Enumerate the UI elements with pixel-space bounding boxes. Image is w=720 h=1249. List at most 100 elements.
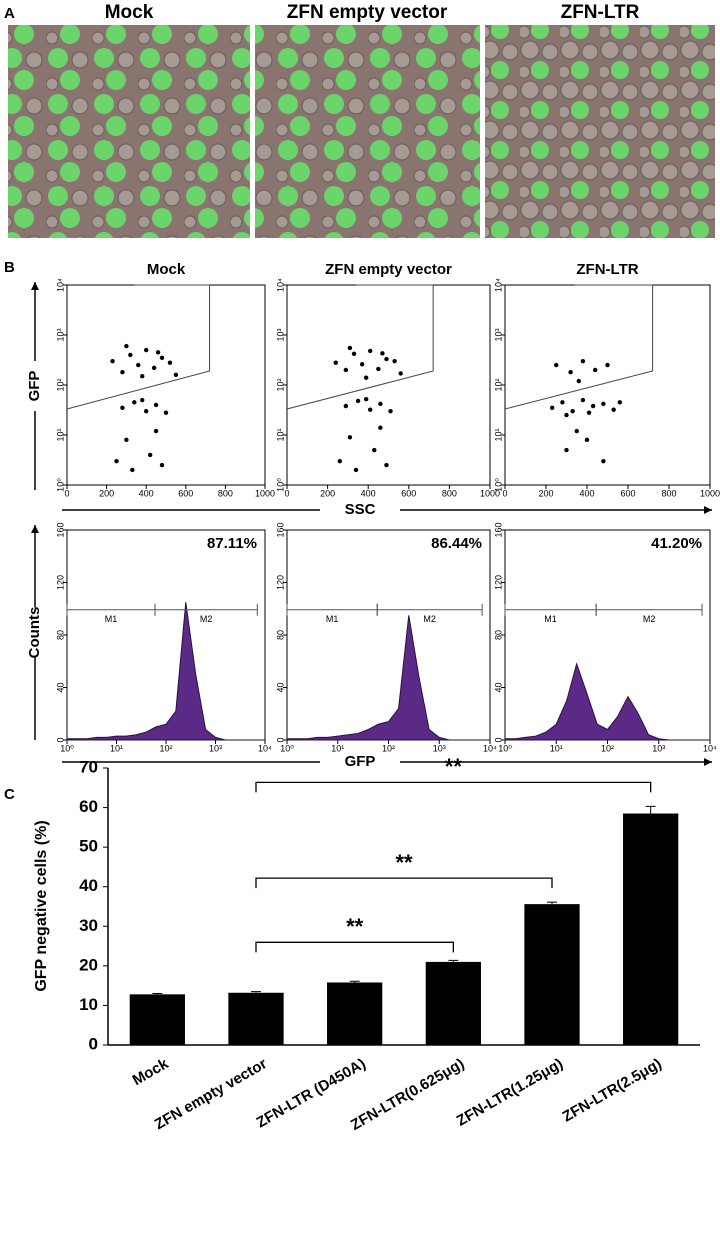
chart-title: ZFN empty vector [325, 261, 452, 278]
significance-bracket [255, 877, 553, 889]
dot [617, 400, 622, 405]
micrograph [8, 25, 250, 238]
significance-label: ** [445, 754, 463, 779]
dot [130, 467, 135, 473]
dot [124, 437, 129, 443]
dot [144, 347, 149, 353]
arrow-head [31, 525, 39, 533]
dot [376, 366, 381, 372]
y-tick-label: 10⁰ [55, 478, 65, 492]
x-tick-label: 10⁰ [280, 743, 294, 753]
error-bar [547, 901, 557, 905]
dot [554, 362, 559, 368]
y-tick-label: 10¹ [493, 428, 503, 441]
dot [128, 352, 133, 358]
marker-gate [376, 603, 483, 616]
x-tick-label: 800 [218, 488, 233, 498]
y-tick-label: 50 [79, 837, 98, 856]
dot [353, 467, 359, 473]
x-tick-label: 10¹ [110, 743, 123, 753]
x-tick-label: 1000 [480, 488, 500, 498]
dot [576, 378, 581, 384]
plot-frame [504, 284, 711, 486]
y-tick-label: 0 [55, 737, 65, 742]
x-tick-label: 200 [99, 488, 114, 498]
bar [228, 992, 284, 1045]
axis-label: GFP [26, 371, 43, 402]
dot [114, 458, 119, 464]
dot [593, 367, 598, 373]
dot [384, 356, 389, 362]
gate [504, 284, 654, 410]
x-tick-label: 10² [159, 743, 172, 753]
arrow-head [31, 282, 39, 290]
y-tick-label: 120 [55, 575, 65, 590]
axis-label: GFP [345, 753, 376, 770]
marker-label: M1 [544, 614, 557, 624]
arrow-head [704, 758, 712, 766]
y-tick-label: 10¹ [275, 428, 285, 441]
panel-label: A [4, 5, 15, 22]
error-bar [448, 959, 459, 962]
dot [388, 408, 393, 414]
dot [333, 360, 338, 365]
y-tick-label: 10⁰ [275, 478, 285, 492]
dot [580, 358, 586, 364]
y-tick-label: 10⁴ [493, 278, 503, 292]
x-tick-label: 600 [401, 488, 416, 498]
image-title: ZFN-LTR [561, 2, 640, 23]
y-tick-label: 40 [55, 682, 65, 692]
bar [129, 994, 185, 1045]
dot [564, 447, 569, 453]
x-tick-label: Mock [130, 1055, 172, 1089]
x-tick-label: 10¹ [331, 743, 344, 753]
marker-label: M2 [423, 614, 436, 624]
error-bar [251, 991, 261, 993]
image-title: ZFN empty vector [287, 2, 448, 23]
x-tick-label: 1000 [255, 488, 275, 498]
dot [343, 403, 349, 409]
y-tick-label: 10² [275, 378, 285, 391]
dot [163, 410, 169, 415]
dot [392, 358, 397, 364]
dot [372, 447, 377, 453]
dot [580, 397, 586, 403]
significance-bracket [255, 941, 454, 953]
chart-title: Mock [147, 261, 186, 278]
marker-label: M2 [643, 614, 656, 624]
y-tick-label: 10² [55, 378, 65, 391]
marker-label: M1 [105, 614, 118, 624]
dot [378, 401, 383, 407]
dot [124, 343, 129, 349]
dot [347, 345, 353, 351]
y-axis-label: GFP negative cells (%) [33, 820, 50, 991]
x-tick-label: 200 [538, 488, 553, 498]
marker-label: M2 [200, 614, 213, 624]
plot-frame [286, 284, 491, 486]
bar [327, 982, 383, 1045]
dot [568, 370, 573, 375]
dot [136, 362, 141, 368]
x-tick-label: ZFN-LTR(1.25μg) [454, 1055, 566, 1130]
x-tick-label: 10³ [652, 743, 665, 753]
dot [586, 410, 592, 415]
significance-label: ** [395, 850, 413, 875]
dot [355, 398, 361, 404]
y-tick-label: 80 [55, 630, 65, 640]
dot [173, 372, 179, 377]
x-tick-label: 10² [601, 743, 614, 753]
dot [132, 400, 137, 405]
y-tick-label: 40 [79, 876, 98, 895]
x-tick-label: 10⁴ [258, 743, 272, 753]
gated-percent: 41.20% [651, 535, 702, 552]
y-tick-label: 10³ [493, 328, 503, 341]
x-tick-label: ZFN-LTR(2.5μg) [560, 1055, 665, 1125]
label-bg [320, 752, 400, 772]
y-tick-label: 80 [275, 630, 285, 640]
dot [363, 375, 369, 380]
dot [153, 428, 159, 434]
bar [524, 904, 580, 1045]
dot [564, 412, 569, 418]
x-tick-label: 10⁰ [498, 743, 512, 753]
